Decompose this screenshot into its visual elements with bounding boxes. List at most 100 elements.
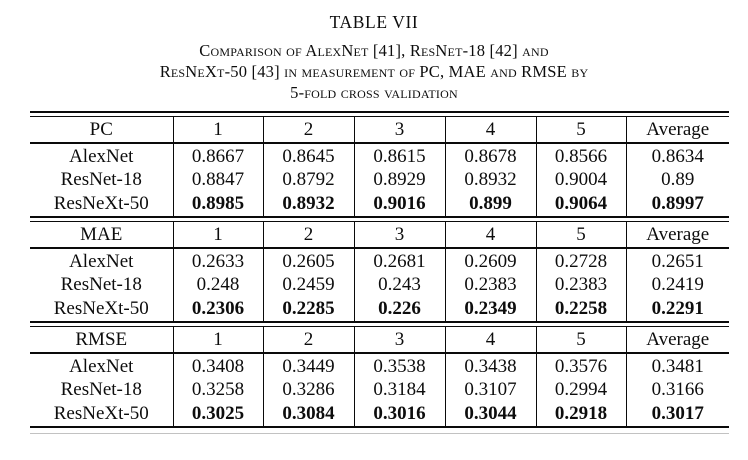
value-cell: 0.3449 — [262, 353, 354, 378]
value-cell: 0.3107 — [444, 378, 536, 402]
value-cell: 0.243 — [353, 273, 445, 297]
model-name-cell: ResNeXt-50 — [53, 193, 149, 214]
section-body: AlexNet 0.3408 0.3449 0.3538 0.3438 0.3576 0.3… — [30, 353, 729, 426]
value-cell: 0.3025 — [172, 402, 263, 426]
section-header: MAE 1 2 3 4 5 Average — [30, 222, 729, 249]
column-header: 5 — [535, 327, 626, 354]
column-header: 1 — [172, 222, 263, 249]
scan-artifact-line — [30, 433, 729, 434]
double-rule — [30, 216, 729, 222]
value-cell: 0.2651 — [625, 248, 729, 273]
table-row: ResNeXt-50 0.3025 0.3084 0.3016 0.3044 0.2918… — [30, 402, 729, 426]
value-cell: 0.8792 — [262, 168, 354, 192]
column-header: 2 — [262, 327, 354, 354]
value-cell: 0.2285 — [262, 297, 354, 321]
value-cell: 0.2419 — [625, 273, 729, 297]
value-cell: 0.9004 — [535, 168, 626, 192]
column-header: 4 — [444, 117, 536, 144]
value-cell: 0.2605 — [262, 248, 354, 273]
value-cell: 0.899 — [444, 192, 536, 216]
results-table: PC 1 2 3 4 5 Average AlexNet 0.8667 0.8645 0.8615 0… — [30, 111, 729, 434]
value-cell: 0.2681 — [353, 248, 445, 273]
caption-line-1: Comparison of AlexNet [41], ResNet-18 [4… — [199, 41, 549, 60]
header-row: PC 1 2 3 4 5 Average — [30, 117, 729, 144]
metric-section-mae: MAE 1 2 3 4 5 Average AlexNet 0.2633 0.2605 0.2681… — [30, 222, 729, 321]
value-cell: 0.8932 — [262, 192, 354, 216]
column-header: Average — [625, 222, 729, 249]
column-header: 1 — [172, 117, 263, 144]
value-cell: 0.8847 — [172, 168, 263, 192]
value-cell: 0.226 — [353, 297, 445, 321]
value-cell: 0.9064 — [535, 192, 626, 216]
value-cell: 0.3286 — [262, 378, 354, 402]
table-row: ResNet-18 0.248 0.2459 0.243 0.2383 0.2383 0.2… — [30, 273, 729, 297]
column-header: Average — [625, 327, 729, 354]
value-cell: 0.8645 — [262, 143, 354, 168]
metric-header: PC — [30, 117, 173, 144]
value-cell: 0.2349 — [444, 297, 536, 321]
header-row: MAE 1 2 3 4 5 Average — [30, 222, 729, 249]
value-cell: 0.8678 — [444, 143, 536, 168]
column-header: 3 — [353, 222, 445, 249]
value-cell: 0.3408 — [172, 353, 263, 378]
value-cell: 0.8615 — [353, 143, 445, 168]
value-cell: 0.3084 — [262, 402, 354, 426]
model-name-cell: ResNeXt-50 — [53, 403, 149, 424]
caption-line-3: 5-fold cross validation — [290, 83, 458, 102]
value-cell: 0.2383 — [444, 273, 536, 297]
value-cell: 0.3538 — [353, 353, 445, 378]
section-header: PC 1 2 3 4 5 Average — [30, 117, 729, 144]
column-header: Average — [625, 117, 729, 144]
value-cell: 0.3481 — [625, 353, 729, 378]
table-row: AlexNet 0.8667 0.8645 0.8615 0.8678 0.8566 0.8… — [30, 143, 729, 168]
double-rule — [30, 321, 729, 327]
column-header: 3 — [353, 327, 445, 354]
table-number: TABLE VII — [329, 12, 419, 32]
value-cell: 0.8929 — [353, 168, 445, 192]
value-cell: 0.8667 — [172, 143, 263, 168]
value-cell: 0.2994 — [535, 378, 626, 402]
table-bottom-rule — [30, 426, 729, 428]
value-cell: 0.8997 — [625, 192, 729, 216]
table-row: AlexNet 0.3408 0.3449 0.3538 0.3438 0.3576 0.3… — [30, 353, 729, 378]
section-header: RMSE 1 2 3 4 5 Average — [30, 327, 729, 354]
section-body: AlexNet 0.8667 0.8645 0.8615 0.8678 0.8566 0.8… — [30, 143, 729, 216]
value-cell: 0.8985 — [172, 192, 263, 216]
column-header: 5 — [535, 222, 626, 249]
double-rule — [30, 111, 729, 117]
table-row: AlexNet 0.2633 0.2605 0.2681 0.2609 0.2728 0.2… — [30, 248, 729, 273]
value-cell: 0.2728 — [535, 248, 626, 273]
model-name-cell: ResNet-18 — [60, 379, 142, 400]
value-cell: 0.2633 — [172, 248, 263, 273]
table-row: ResNet-18 0.3258 0.3286 0.3184 0.3107 0.2994 0… — [30, 378, 729, 402]
value-cell: 0.2291 — [625, 297, 729, 321]
model-name-cell: ResNeXt-50 — [53, 298, 149, 319]
column-header: 1 — [172, 327, 263, 354]
table-caption-block: TABLE VII Comparison of AlexNet [41], Re… — [0, 0, 748, 103]
value-cell: 0.3438 — [444, 353, 536, 378]
value-cell: 0.3576 — [535, 353, 626, 378]
model-name-cell: ResNet-18 — [60, 274, 142, 295]
column-header: 4 — [444, 222, 536, 249]
value-cell: 0.8566 — [535, 143, 626, 168]
value-cell: 0.3184 — [353, 378, 445, 402]
value-cell: 0.3044 — [444, 402, 536, 426]
value-cell: 0.2609 — [444, 248, 536, 273]
value-cell: 0.2306 — [172, 297, 263, 321]
model-name-cell: AlexNet — [69, 146, 134, 167]
value-cell: 0.8932 — [444, 168, 536, 192]
table-row: ResNet-18 0.8847 0.8792 0.8929 0.8932 0.9004 0… — [30, 168, 729, 192]
metric-section-pc: PC 1 2 3 4 5 Average AlexNet 0.8667 0.8645 0.8615 0… — [30, 117, 729, 216]
value-cell: 0.248 — [172, 273, 263, 297]
column-header: 2 — [262, 117, 354, 144]
value-cell: 0.2918 — [535, 402, 626, 426]
table-row: ResNeXt-50 0.8985 0.8932 0.9016 0.899 0.9064 0… — [30, 192, 729, 216]
column-header: 4 — [444, 327, 536, 354]
value-cell: 0.89 — [625, 168, 729, 192]
value-cell: 0.2258 — [535, 297, 626, 321]
model-name-cell: AlexNet — [69, 251, 134, 272]
model-name-cell: ResNet-18 — [60, 169, 142, 190]
value-cell: 0.8634 — [625, 143, 729, 168]
value-cell: 0.3017 — [625, 402, 729, 426]
metric-header: MAE — [30, 222, 173, 249]
